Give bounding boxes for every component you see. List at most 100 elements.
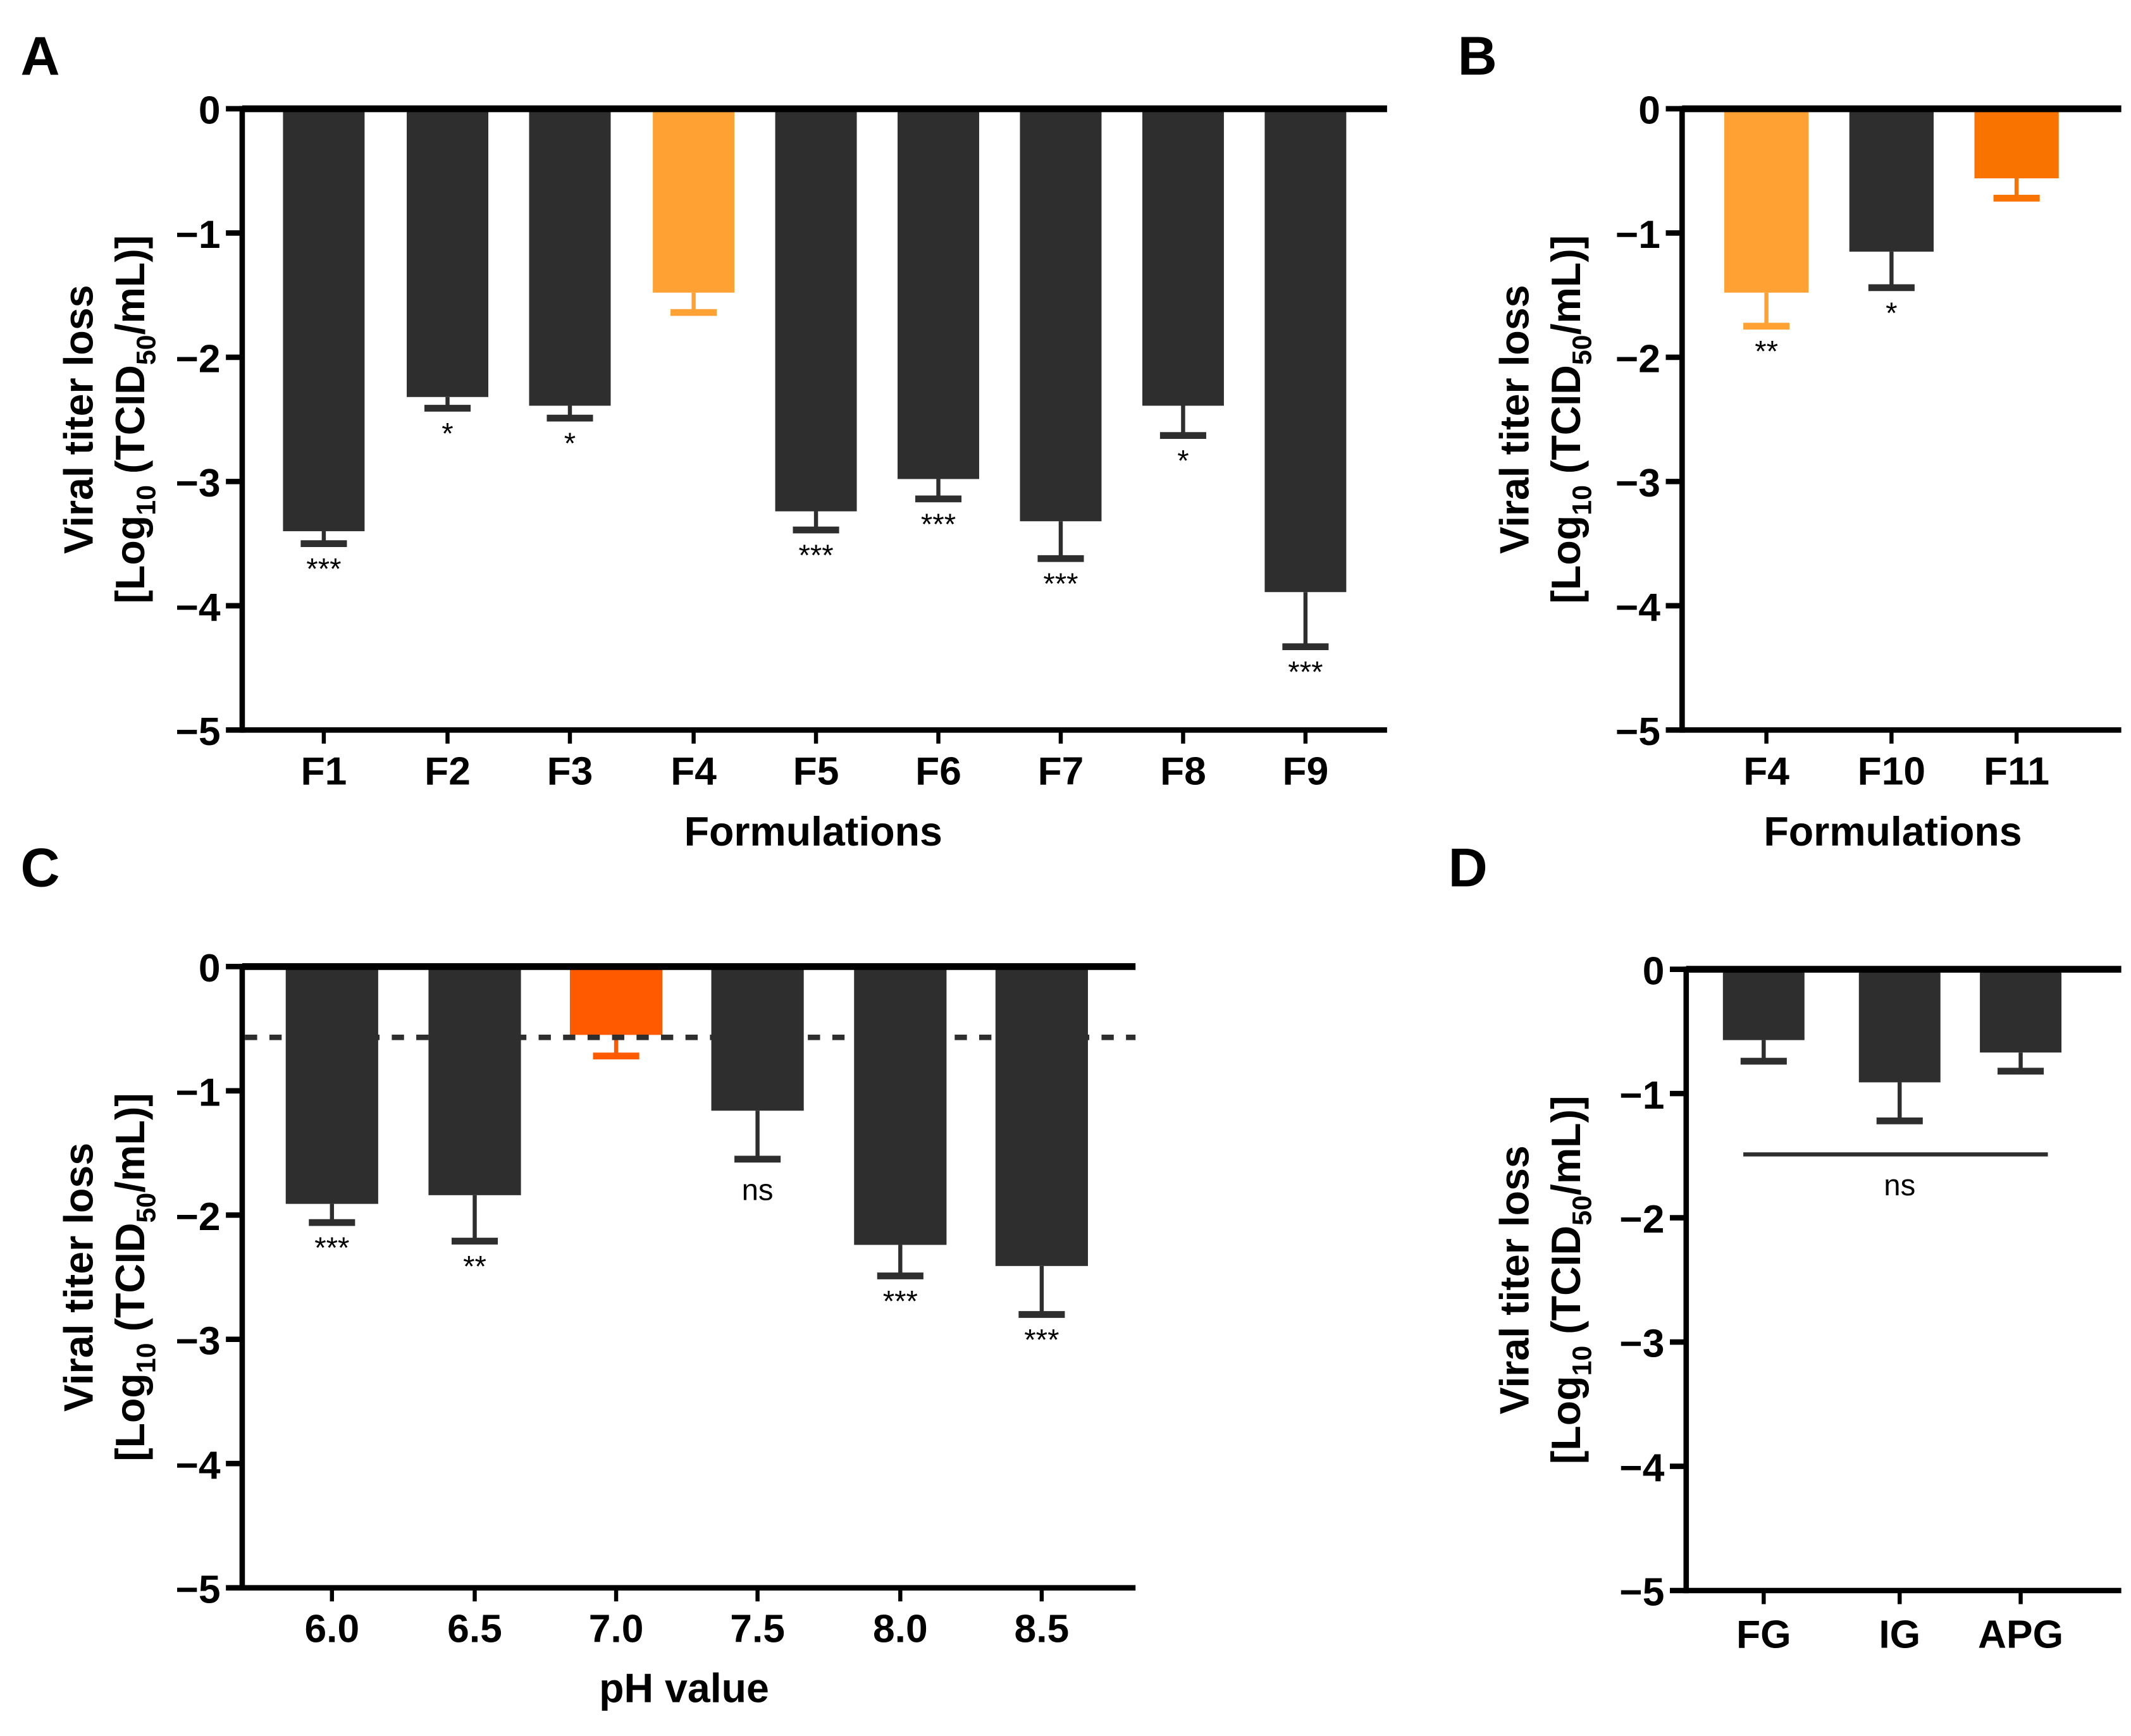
significance-label: **	[1755, 335, 1778, 369]
label-part: (TCID	[108, 1223, 153, 1343]
subscript: 10	[131, 1343, 161, 1373]
y-tick-label: −1	[1619, 1074, 1664, 1117]
y-tick-label: −1	[175, 1071, 220, 1114]
x-tick-label: 6.0	[304, 1608, 359, 1651]
label-part: (TCID	[1543, 1226, 1589, 1346]
label-part: [Log	[108, 515, 153, 604]
y-tick-label: −3	[175, 1319, 220, 1363]
y-tick-label: 0	[199, 947, 221, 990]
significance-label: ***	[306, 553, 341, 586]
y-axis-label-line1: Viral titer loss	[1492, 285, 1537, 554]
x-tick-label: 6.5	[447, 1608, 502, 1651]
y-axis-label-line2: [Log10 (TCID50/mL)]	[1543, 235, 1597, 604]
significance-label: ***	[921, 508, 956, 541]
significance-label: ***	[798, 539, 833, 572]
y-axis-label-line1: Viral titer loss	[56, 1143, 101, 1412]
comparison-label: ns	[1884, 1169, 1915, 1202]
x-tick-label: F4	[670, 749, 717, 793]
bar-f11	[1974, 108, 2059, 178]
bar-6.0	[285, 966, 378, 1204]
subscript: 10	[131, 485, 161, 515]
significance-label: ***	[314, 1231, 349, 1265]
panel-letter: A	[21, 26, 60, 87]
label-part: [Log	[108, 1373, 153, 1462]
y-axis-label-line2: [Log10 (TCID50/mL)]	[1543, 1096, 1597, 1465]
label-part: /mL)]	[108, 235, 153, 335]
subscript: 50	[131, 335, 161, 365]
x-tick-label: F4	[1743, 749, 1789, 793]
x-tick-label: F11	[1984, 749, 2049, 793]
y-tick-label: −5	[175, 1568, 220, 1611]
label-part: (TCID	[1543, 365, 1589, 485]
panel-c: C Viral titer loss[Log10 (TCID50/mL)] *** 6…	[21, 838, 1136, 1711]
bar-f4	[1724, 108, 1809, 293]
y-tick-label: −3	[1615, 462, 1660, 505]
x-axis-title: Formulations	[684, 809, 942, 854]
significance-label: ***	[1288, 656, 1323, 689]
bar-8.0	[854, 966, 947, 1245]
x-tick-label: F2	[424, 749, 471, 793]
y-tick-label: −4	[175, 586, 220, 629]
label-part: (TCID	[108, 365, 153, 485]
y-tick-label: −5	[1615, 710, 1660, 754]
x-tick-label: F10	[1858, 749, 1925, 793]
y-tick-label: −5	[1619, 1571, 1664, 1615]
bar-apg	[1980, 969, 2062, 1053]
panel-d: D Viral titer loss[Log10 (TCID50/mL)] FG IG…	[1448, 838, 2122, 1656]
bar-f5	[775, 108, 857, 512]
label-part: /mL)]	[108, 1093, 153, 1193]
significance-label: **	[463, 1250, 486, 1283]
x-tick-label: 7.0	[589, 1608, 644, 1651]
bar-f3	[529, 108, 611, 406]
x-tick-label: F3	[547, 749, 593, 793]
x-tick-label: F7	[1038, 749, 1084, 793]
x-axis-title: pH value	[599, 1665, 769, 1711]
panel-letter: D	[1448, 838, 1488, 899]
bar-ig	[1858, 969, 1941, 1083]
y-tick-label: −3	[175, 462, 220, 505]
y-tick-label: −1	[175, 213, 220, 257]
y-tick-label: 0	[1638, 89, 1660, 133]
y-tick-label: 0	[199, 89, 221, 133]
y-axis-label-line2: [Log10 (TCID50/mL)]	[108, 1093, 161, 1462]
panel-letter: B	[1458, 26, 1497, 87]
x-tick-label: 8.0	[873, 1608, 928, 1651]
subscript: 10	[1567, 1346, 1597, 1376]
y-tick-label: −2	[1619, 1198, 1664, 1241]
y-tick-label: −3	[1619, 1322, 1664, 1366]
bar-6.5	[428, 966, 521, 1195]
significance-label: *	[1177, 445, 1189, 478]
y-tick-label: −1	[1615, 213, 1660, 257]
bar-8.5	[995, 966, 1088, 1266]
x-tick-label: F8	[1160, 749, 1206, 793]
label-part: /mL)]	[1543, 235, 1589, 335]
significance-label: *	[564, 427, 576, 460]
bar-f8	[1142, 108, 1224, 406]
panel-b: B Viral titer loss[Log10 (TCID50/mL)] ** F4…	[1458, 26, 2122, 854]
significance-label: ***	[1043, 567, 1078, 601]
label-part: /mL)]	[1543, 1096, 1589, 1196]
subscript: 50	[131, 1193, 161, 1223]
y-tick-label: −2	[1615, 338, 1660, 381]
bar-f1	[283, 108, 365, 531]
significance-label: ***	[1024, 1323, 1059, 1357]
significance-label: ns	[742, 1173, 774, 1207]
y-axis-label-line1: Viral titer loss	[1492, 1145, 1537, 1414]
x-tick-label: 7.5	[730, 1608, 785, 1651]
y-tick-label: −5	[175, 710, 220, 754]
label-part: [Log	[1543, 515, 1589, 604]
bar-f9	[1264, 108, 1347, 593]
y-tick-label: −4	[175, 1444, 220, 1487]
subscript: 50	[1567, 335, 1597, 365]
y-tick-label: −2	[175, 1195, 220, 1239]
x-tick-label: IG	[1879, 1613, 1920, 1656]
bar-f2	[407, 108, 489, 397]
bar-f4	[653, 108, 735, 293]
y-tick-label: 0	[1643, 949, 1665, 993]
significance-label: *	[1886, 297, 1897, 330]
y-tick-label: −4	[1615, 586, 1660, 629]
significance-label: ***	[883, 1284, 918, 1318]
x-axis-title: Formulations	[1763, 809, 2022, 854]
